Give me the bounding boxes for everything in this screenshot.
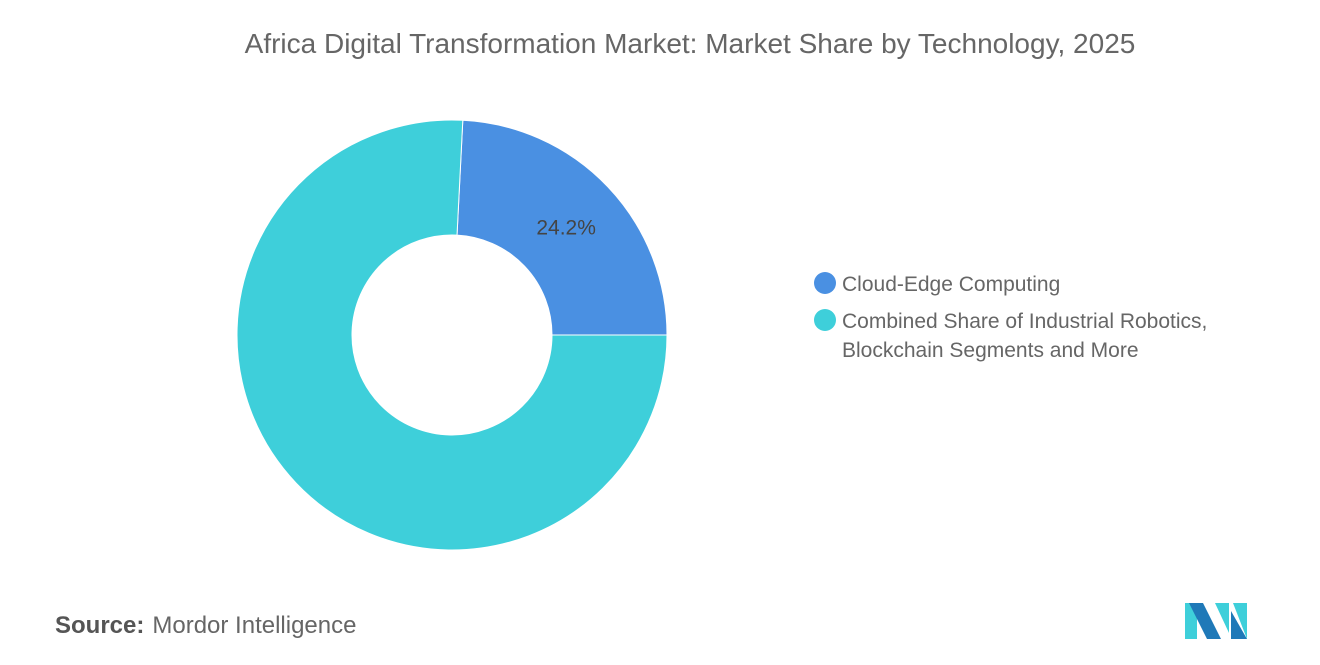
slice-data-label: 24.2%: [536, 216, 596, 239]
source: Source: Mordor Intelligence: [55, 612, 356, 640]
legend-label: Combined Share of Industrial Robotics, B…: [842, 310, 1208, 362]
donut-slice: [236, 119, 668, 551]
donut-slice: [456, 119, 668, 336]
legend-item: Cloud-Edge Computing: [814, 270, 1262, 299]
mordor-logo: [1185, 603, 1247, 639]
legend-swatch: [814, 272, 836, 294]
legend-label: Cloud-Edge Computing: [842, 273, 1061, 296]
source-label: Source:: [55, 612, 145, 639]
legend: Cloud-Edge Computing Combined Share of I…: [814, 270, 1262, 373]
source-value: Mordor Intelligence: [152, 612, 357, 639]
legend-item: Combined Share of Industrial Robotics, B…: [814, 307, 1262, 365]
chart-title: Africa Digital Transformation Market: Ma…: [244, 28, 1136, 59]
legend-swatch: [814, 309, 836, 331]
